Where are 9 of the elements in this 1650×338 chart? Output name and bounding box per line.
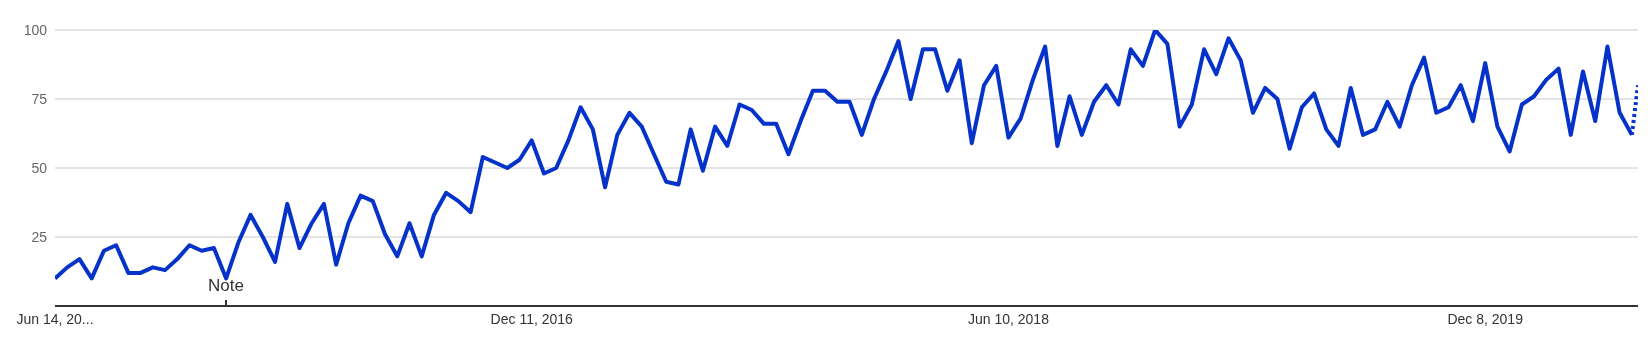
y-tick-label: 25 (31, 228, 48, 245)
annotation: Note (207, 276, 245, 296)
y-tick-label: 50 (31, 159, 48, 176)
x-tick-label: Dec 11, 2016 (490, 310, 574, 327)
x-tick-label: Jun 14, 20... (16, 310, 94, 327)
y-tick-label: 100 (23, 21, 48, 38)
x-tick-label: Jun 10, 2018 (967, 310, 1050, 327)
y-tick-label: 75 (31, 90, 48, 107)
x-tick-label: Dec 8, 2019 (1447, 310, 1524, 327)
